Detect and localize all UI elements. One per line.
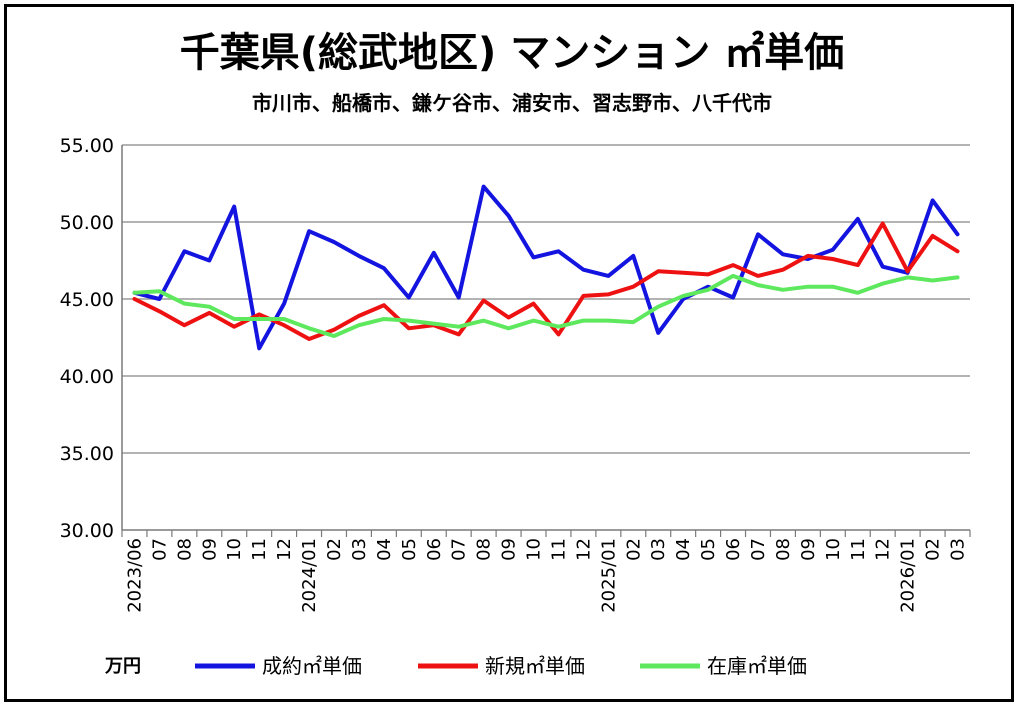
x-tick-label: 03 xyxy=(948,538,969,561)
x-tick-label: 12 xyxy=(873,538,894,561)
x-tick-label: 03 xyxy=(648,538,669,561)
x-tick-label: 11 xyxy=(249,538,270,561)
x-tick-label: 09 xyxy=(499,538,520,561)
x-tick-label: 10 xyxy=(224,538,245,561)
x-tick-label: 2024/01 xyxy=(299,538,320,613)
x-tick-label: 08 xyxy=(474,538,495,561)
y-tick-label: 35.00 xyxy=(60,443,114,465)
x-tick-label: 09 xyxy=(199,538,220,561)
x-tick-label: 08 xyxy=(174,538,195,561)
x-tick-label: 02 xyxy=(623,538,644,561)
x-tick-label: 02 xyxy=(923,538,944,561)
unit-label: 万円 xyxy=(104,656,141,677)
x-tick-label: 09 xyxy=(798,538,819,561)
y-tick-label: 50.00 xyxy=(60,212,114,234)
x-tick-label: 12 xyxy=(274,538,295,561)
x-tick-label: 11 xyxy=(548,538,569,561)
x-tick-label: 05 xyxy=(399,538,420,561)
grid-lines xyxy=(122,144,970,454)
x-tick-label: 06 xyxy=(424,538,445,561)
x-tick-label: 02 xyxy=(324,538,345,561)
x-tick-label: 03 xyxy=(349,538,370,561)
y-tick-label: 40.00 xyxy=(60,366,114,388)
y-tick-label: 30.00 xyxy=(60,520,114,542)
x-tick-label: 05 xyxy=(698,538,719,561)
axes xyxy=(121,145,971,537)
chart-subtitle: 市川市、船橋市、鎌ケ谷市、浦安市、習志野市、八千代市 xyxy=(252,91,772,115)
x-tick-label: 06 xyxy=(723,538,744,561)
legend: 万円 成約㎡単価 新規㎡単価 在庫㎡単価 xyxy=(104,654,807,678)
y-tick-label: 45.00 xyxy=(60,289,114,311)
x-tick-label: 12 xyxy=(573,538,594,561)
series-lines xyxy=(132,184,960,351)
chart-frame xyxy=(4,4,1014,702)
x-tick-label: 2026/01 xyxy=(898,538,919,613)
x-tick-label: 04 xyxy=(374,538,395,561)
x-tick-label: 11 xyxy=(848,538,869,561)
x-tick-label: 2023/06 xyxy=(124,538,145,613)
legend-label-new: 新規㎡単価 xyxy=(485,654,585,678)
x-tick-label: 10 xyxy=(823,538,844,561)
x-tick-label: 10 xyxy=(524,538,545,561)
x-tick-label: 07 xyxy=(449,538,470,561)
legend-label-contract: 成約㎡単価 xyxy=(262,654,362,678)
series-line-2 xyxy=(132,273,960,338)
y-tick-label: 55.00 xyxy=(60,135,114,157)
y-tick-labels: 55.00 50.00 45.00 40.00 35.00 30.00 xyxy=(60,135,114,542)
legend-label-stock: 在庫㎡単価 xyxy=(707,654,807,678)
x-tick-label: 07 xyxy=(149,538,170,561)
chart-title: 千葉県(総武地区) マンション ㎡単価 xyxy=(180,30,844,76)
x-tick-label: 2025/01 xyxy=(598,538,619,613)
x-tick-labels: 2023/06 07 08 09 10 11 12 2024/01 02 03 04 05 06 07 08… xyxy=(124,538,968,613)
x-tick-label: 08 xyxy=(773,538,794,561)
x-tick-label: 04 xyxy=(673,538,694,561)
series-line-0 xyxy=(132,184,960,351)
x-tick-label: 07 xyxy=(748,538,769,561)
